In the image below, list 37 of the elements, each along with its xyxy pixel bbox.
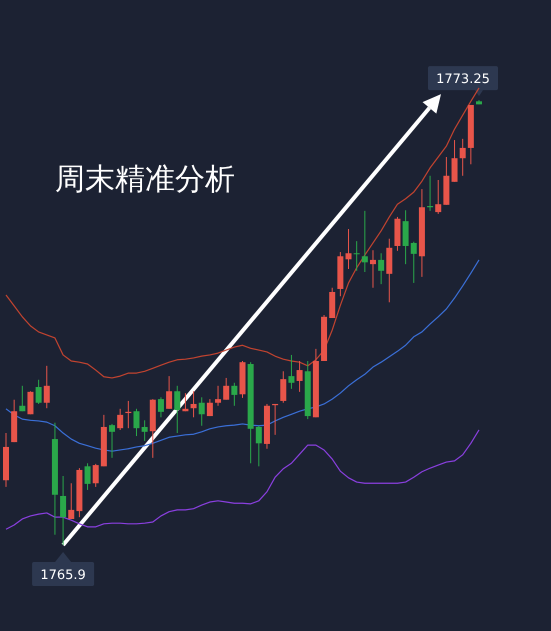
candlestick [190,390,197,418]
text: 1773.25 [436,72,490,88]
candlestick [68,482,74,520]
candlestick [36,379,42,404]
candlestick [354,240,360,272]
candlestick [370,250,376,288]
candlestick [117,408,124,430]
candlestick [44,365,50,409]
candlestick [215,385,222,406]
candlestick [92,463,99,488]
candlestick [133,408,140,437]
candlestick [452,140,458,182]
candlestick [198,396,205,426]
candlestick [158,396,164,418]
candlestick [460,138,466,176]
candlestick [362,210,368,273]
candlestick [435,180,442,214]
candlestick [60,475,66,546]
candlestick [223,377,230,400]
candlestick [410,241,417,284]
candlestick [142,420,148,442]
candlestick [19,385,26,412]
text: 周末精准分析 [55,162,235,197]
candlestick [288,354,294,390]
candlestick [27,390,34,415]
candlestick [280,370,286,404]
candlestick [256,425,262,467]
text: 1765.9 [40,568,86,583]
candlestick [109,423,116,458]
candlestick [206,398,213,417]
candlestick [378,252,384,285]
candlestick [346,228,352,270]
candlestick [84,462,91,490]
candlestick [166,376,172,410]
candlestick [174,385,180,434]
candlestick [296,360,303,392]
candlestick [231,382,238,406]
